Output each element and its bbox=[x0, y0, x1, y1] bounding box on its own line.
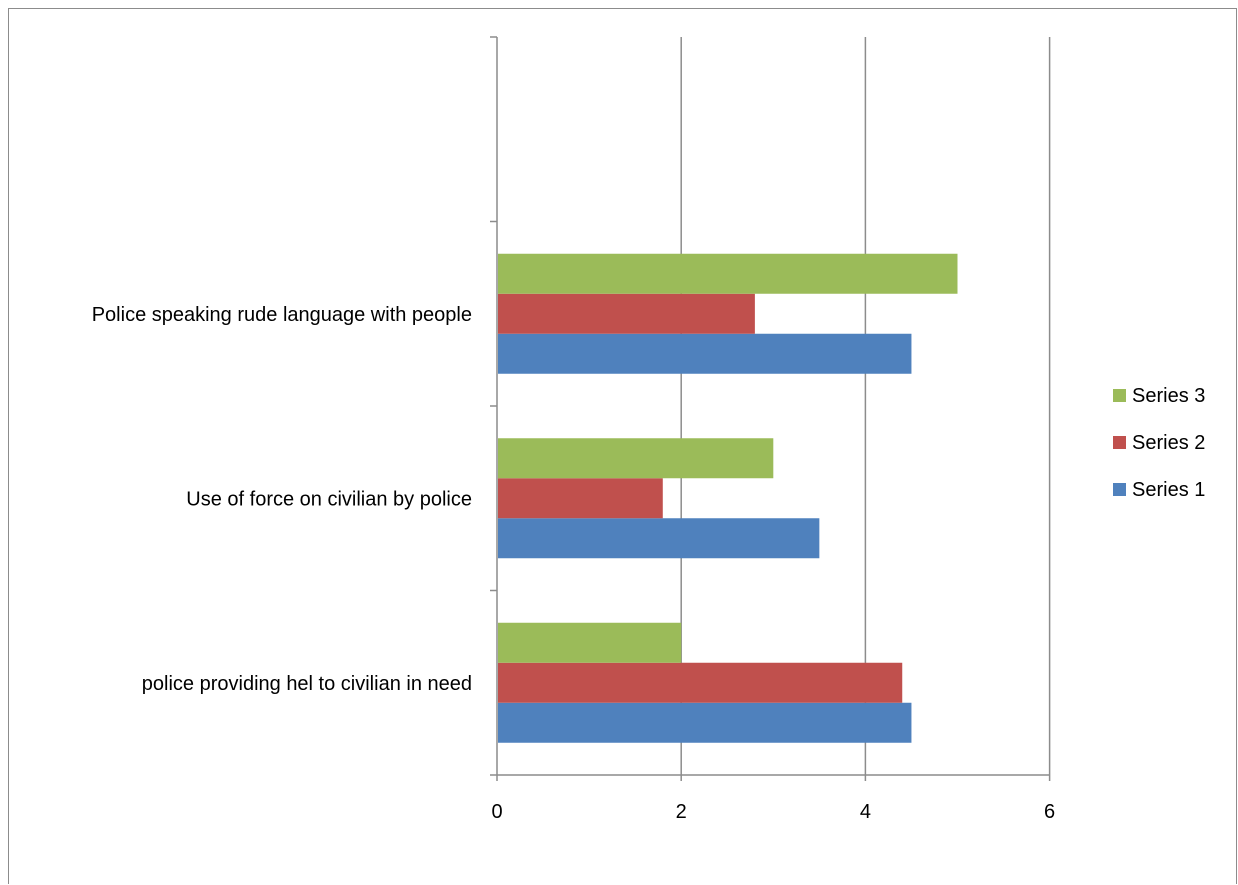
bar-series2-cat1 bbox=[498, 478, 663, 519]
category-label-2: Police speaking rude language with peopl… bbox=[92, 304, 472, 326]
x-tick-label-2: 4 bbox=[860, 801, 871, 823]
x-tick-label-0: 0 bbox=[491, 801, 502, 823]
legend-swatch-series2 bbox=[1113, 436, 1126, 449]
legend-swatch-series3 bbox=[1113, 389, 1126, 402]
legend-label-series2: Series 2 bbox=[1132, 432, 1205, 454]
legend-label-series1: Series 1 bbox=[1132, 479, 1205, 501]
bar-series3-cat0 bbox=[498, 622, 682, 663]
chart-frame bbox=[8, 8, 1237, 884]
bar-series2-cat0 bbox=[498, 662, 903, 703]
bar-series3-cat2 bbox=[498, 253, 958, 294]
category-label-0: police providing hel to civilian in need bbox=[142, 673, 472, 695]
x-tick-label-3: 6 bbox=[1044, 801, 1055, 823]
bar-series1-cat1 bbox=[498, 518, 820, 559]
category-label-1: Use of force on civilian by police bbox=[186, 488, 472, 510]
legend-label-series3: Series 3 bbox=[1132, 385, 1205, 407]
legend-swatch-series1 bbox=[1113, 483, 1126, 496]
x-tick-label-1: 2 bbox=[676, 801, 687, 823]
bar-series1-cat0 bbox=[498, 702, 912, 743]
bar-series3-cat1 bbox=[498, 438, 774, 479]
bar-series1-cat2 bbox=[498, 333, 912, 374]
bar-series2-cat2 bbox=[498, 293, 755, 334]
